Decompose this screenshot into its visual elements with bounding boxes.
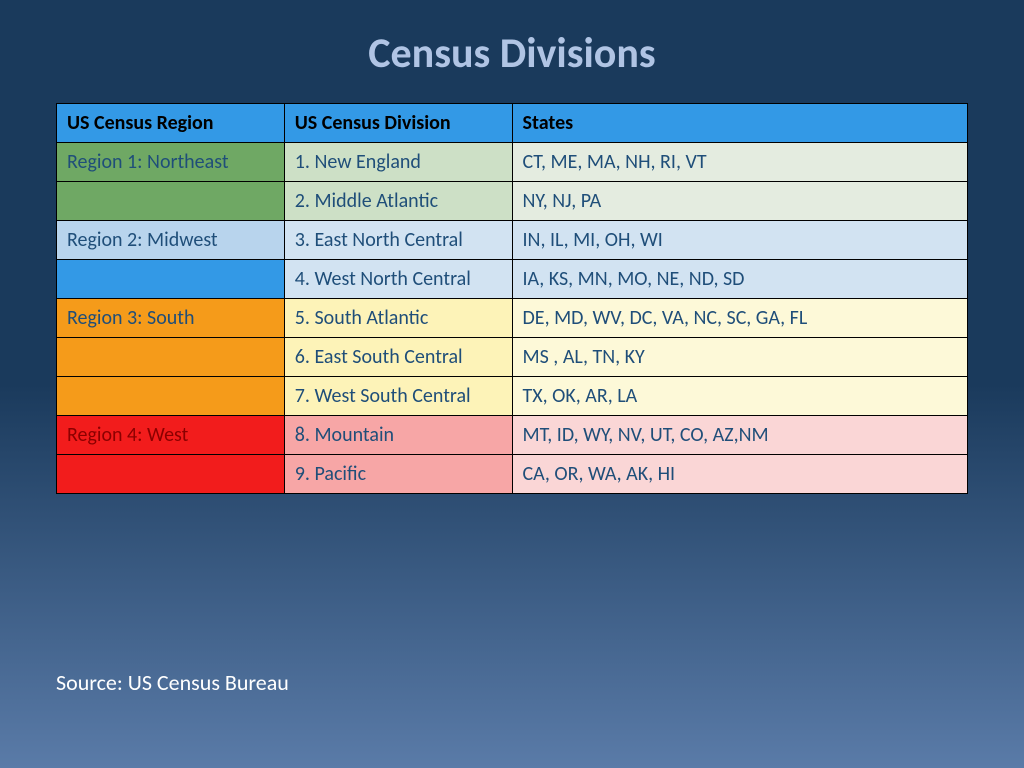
table-row: 9. PacificCA, OR, WA, AK, HI <box>57 455 968 494</box>
cell-states: NY, NJ, PA <box>512 182 968 221</box>
cell-division: 8. Mountain <box>284 416 512 455</box>
cell-region <box>57 338 285 377</box>
cell-states: CT, ME, MA, NH, RI, VT <box>512 143 968 182</box>
cell-states: IN, IL, MI, OH, WI <box>512 221 968 260</box>
table-row: Region 2: Midwest3. East North CentralIN… <box>57 221 968 260</box>
cell-states: IA, KS, MN, MO, NE, ND, SD <box>512 260 968 299</box>
cell-division: 2. Middle Atlantic <box>284 182 512 221</box>
cell-region <box>57 260 285 299</box>
cell-division: 3. East North Central <box>284 221 512 260</box>
col-region: US Census Region <box>57 104 285 143</box>
cell-region: Region 1: Northeast <box>57 143 285 182</box>
table-row: 7. West South CentralTX, OK, AR, LA <box>57 377 968 416</box>
cell-division: 7. West South Central <box>284 377 512 416</box>
cell-division: 9. Pacific <box>284 455 512 494</box>
page-title: Census Divisions <box>0 0 1024 103</box>
cell-division: 5. South Atlantic <box>284 299 512 338</box>
cell-states: MT, ID, WY, NV, UT, CO, AZ,NM <box>512 416 968 455</box>
cell-division: 4. West North Central <box>284 260 512 299</box>
cell-region <box>57 455 285 494</box>
table-row: 4. West North CentralIA, KS, MN, MO, NE,… <box>57 260 968 299</box>
col-states: States <box>512 104 968 143</box>
cell-region: Region 3: South <box>57 299 285 338</box>
cell-division: 6. East South Central <box>284 338 512 377</box>
cell-states: MS , AL, TN, KY <box>512 338 968 377</box>
cell-states: DE, MD, WV, DC, VA, NC, SC, GA, FL <box>512 299 968 338</box>
cell-region: Region 4: West <box>57 416 285 455</box>
census-table-container: US Census Region US Census Division Stat… <box>56 103 968 494</box>
source-citation: Source: US Census Bureau <box>56 669 289 696</box>
cell-region <box>57 377 285 416</box>
cell-division: 1. New England <box>284 143 512 182</box>
col-division: US Census Division <box>284 104 512 143</box>
cell-region <box>57 182 285 221</box>
cell-region: Region 2: Midwest <box>57 221 285 260</box>
table-row: Region 1: Northeast1. New EnglandCT, ME,… <box>57 143 968 182</box>
table-row: 2. Middle AtlanticNY, NJ, PA <box>57 182 968 221</box>
cell-states: TX, OK, AR, LA <box>512 377 968 416</box>
table-row: Region 4: West8. MountainMT, ID, WY, NV,… <box>57 416 968 455</box>
table-header-row: US Census Region US Census Division Stat… <box>57 104 968 143</box>
table-row: Region 3: South5. South AtlanticDE, MD, … <box>57 299 968 338</box>
census-table: US Census Region US Census Division Stat… <box>56 103 968 494</box>
table-row: 6. East South CentralMS , AL, TN, KY <box>57 338 968 377</box>
cell-states: CA, OR, WA, AK, HI <box>512 455 968 494</box>
